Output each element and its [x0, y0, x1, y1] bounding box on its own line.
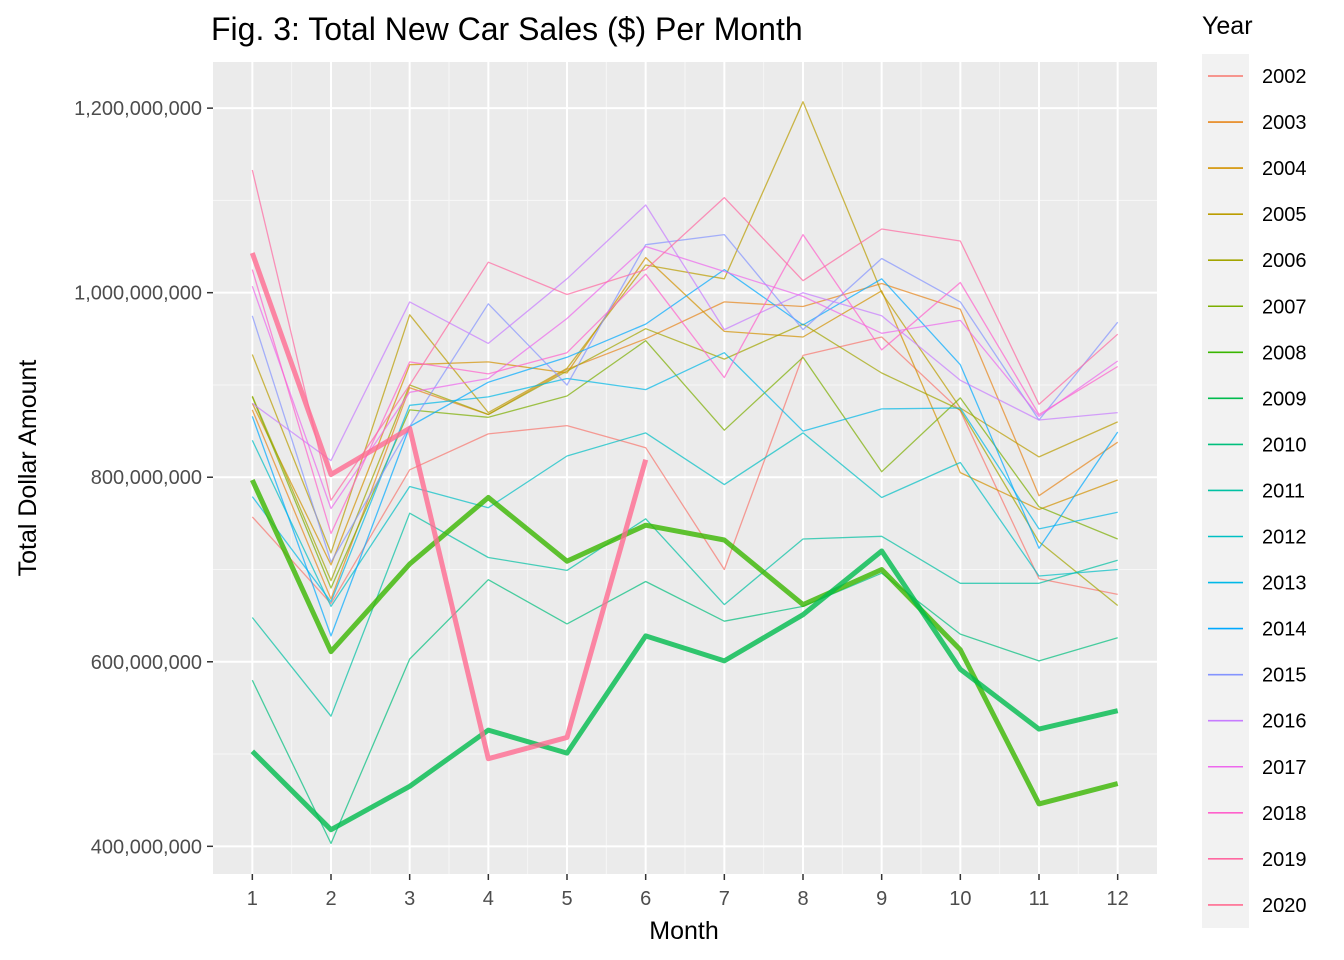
legend-label-2006: 2006: [1262, 250, 1307, 272]
series-line-2015: [251, 233, 1119, 563]
legend-label-2011: 2011: [1262, 480, 1305, 502]
x-tick-label: 3: [404, 888, 415, 910]
chart-title: Fig. 3: Total New Car Sales ($) Per Mont…: [211, 11, 803, 47]
y-tick-label: 1,000,000,000: [74, 283, 202, 305]
series-line-2002: [251, 336, 1118, 605]
legend-label-2004: 2004: [1262, 158, 1307, 180]
legend-label-2013: 2013: [1262, 573, 1307, 595]
x-tick-label: 1: [247, 888, 258, 910]
series-line-2011: [251, 512, 1118, 717]
x-tick-label: 11: [1029, 888, 1050, 910]
series-line-2019: [251, 169, 1119, 501]
x-tick-label: 10: [949, 888, 971, 910]
series-line-2008: [250, 478, 1119, 807]
legend-label-2008: 2008: [1262, 342, 1307, 364]
x-tick-label: 6: [640, 888, 651, 910]
legend-label-2019: 2019: [1262, 849, 1307, 871]
y-tick-label: 1,200,000,000: [74, 98, 202, 120]
x-tick-label: 12: [1107, 888, 1129, 910]
legend-label-2002: 2002: [1262, 66, 1307, 88]
y-tick-label: 800,000,000: [91, 467, 202, 489]
legend-label-2009: 2009: [1262, 388, 1307, 410]
x-tick-label: 5: [561, 888, 572, 910]
series-line-2018: [251, 233, 1119, 535]
legend-label-2012: 2012: [1262, 527, 1307, 549]
legend: Year 2002 2003 2004 2005 2006 2007 2008 2009 201…: [1202, 12, 1307, 928]
series-line-2016: [251, 204, 1118, 462]
series-lines: [249, 101, 1119, 845]
x-tick-label: 4: [483, 888, 494, 910]
series-line-2020: [249, 252, 649, 762]
y-tick-label: 400,000,000: [91, 836, 202, 858]
legend-label-2007: 2007: [1262, 296, 1307, 318]
x-tick-label: 9: [876, 888, 887, 910]
x-tick-label: 7: [719, 888, 730, 910]
legend-label-2005: 2005: [1262, 204, 1307, 226]
series-line-2012: [251, 432, 1118, 608]
legend-label-2003: 2003: [1262, 112, 1307, 134]
legend-label-2014: 2014: [1262, 619, 1307, 641]
series-line-2006: [251, 323, 1119, 607]
y-axis: 400,000,000 600,000,000 800,000,000 1,000,0…: [74, 98, 213, 858]
series-line-2004: [251, 256, 1118, 566]
legend-items: 2002 2003 2004 2005 2006 2007 2008 2009 2010 2011…: [1208, 66, 1307, 917]
y-tick-label: 600,000,000: [91, 652, 202, 674]
series-line-2014: [251, 268, 1119, 637]
legend-label-2020: 2020: [1262, 895, 1307, 917]
y-axis-title: Total Dollar Amount: [14, 360, 42, 577]
x-axis-title: Month: [649, 917, 718, 945]
series-line-2003: [251, 282, 1119, 600]
x-tick-label: 8: [797, 888, 808, 910]
series-line-2009: [250, 548, 1119, 833]
legend-label-2016: 2016: [1262, 711, 1307, 733]
series-line-2017: [251, 245, 1119, 510]
series-line-2010: [251, 572, 1118, 845]
legend-label-2018: 2018: [1262, 803, 1307, 825]
legend-label-2017: 2017: [1262, 757, 1307, 779]
legend-label-2010: 2010: [1262, 434, 1307, 456]
legend-label-2015: 2015: [1262, 665, 1307, 687]
x-axis: 1 2 3 4 5 6 7 8 9 10 11 12: [247, 874, 1129, 910]
x-tick-label: 2: [325, 888, 336, 910]
legend-title: Year: [1202, 12, 1253, 40]
